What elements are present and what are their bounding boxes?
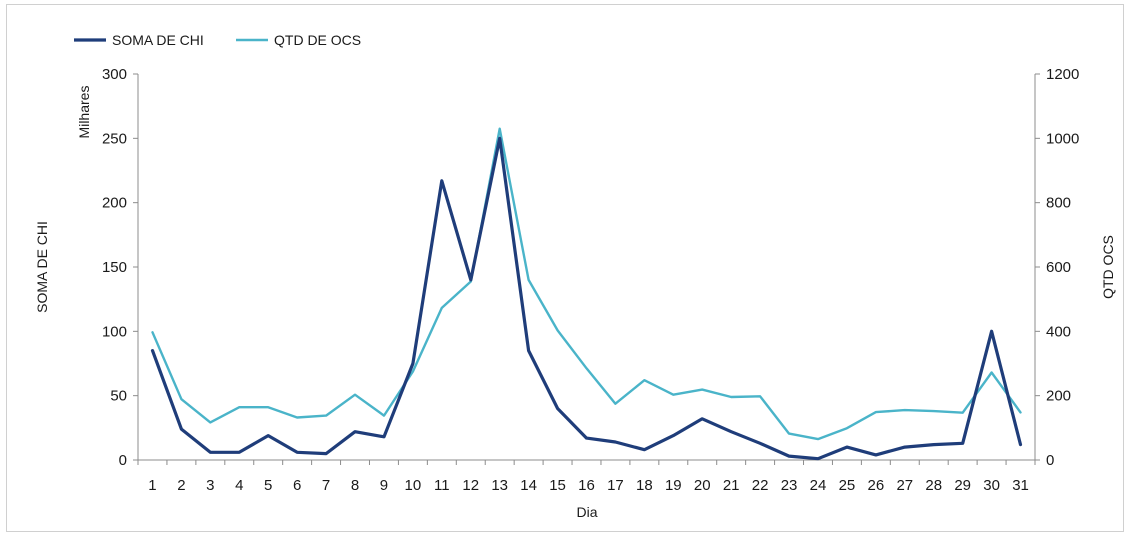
x-tick-label: 31	[1012, 477, 1029, 494]
x-tick-label: 10	[405, 477, 422, 494]
y-tick-label: 200	[102, 195, 127, 212]
y-tick-label: 50	[110, 388, 127, 405]
x-axis-title: Dia	[576, 504, 597, 520]
plot-area: 0 50 100 150 200 250 300 0 200 400 600 800 1000 1200 1…	[102, 66, 1079, 494]
x-tick-label: 20	[694, 477, 711, 494]
y-tick-label: 0	[119, 452, 127, 469]
x-tick-label: 2	[177, 477, 185, 494]
x-tick-label: 15	[549, 477, 566, 494]
x-tick-label: 7	[322, 477, 330, 494]
y2-axis-title: QTD OCS	[1100, 235, 1116, 299]
series-line-soma-de-chi	[150, 136, 1023, 461]
x-tick-label: 1	[148, 477, 156, 494]
x-tick-label: 9	[380, 477, 388, 494]
x-tick-label: 18	[636, 477, 653, 494]
x-tick-label: 14	[520, 477, 537, 494]
y2-tick-label: 200	[1046, 388, 1071, 405]
x-tick-label: 22	[752, 477, 769, 494]
legend: SOMA DE CHI QTD DE OCS	[74, 32, 361, 48]
y2-tick-label: 0	[1046, 452, 1054, 469]
x-tick-label: 19	[665, 477, 682, 494]
y-tick-label: 250	[102, 130, 127, 147]
y2-tick-label: 800	[1046, 195, 1071, 212]
x-tick-label: 11	[434, 477, 450, 494]
x-tick-label: 24	[810, 477, 827, 494]
x-tick-label: 30	[983, 477, 1000, 494]
y2-tick-label: 600	[1046, 259, 1071, 276]
x-tick-label: 27	[896, 477, 913, 494]
y-axis-title: SOMA DE CHI	[34, 221, 50, 313]
x-tick-label: 4	[235, 477, 243, 494]
x-tick-label: 28	[925, 477, 942, 494]
x-tick-label: 23	[781, 477, 798, 494]
x-tick-label: 3	[206, 477, 214, 494]
x-tick-label: 17	[607, 477, 624, 494]
x-tick-label: 8	[351, 477, 359, 494]
y-axis-units-label: Milhares	[76, 86, 92, 139]
y-tick-label: 100	[102, 323, 127, 340]
y-tick-label: 150	[102, 259, 127, 276]
y2-tick-label: 1000	[1046, 130, 1079, 147]
x-tick-label: 13	[491, 477, 508, 494]
legend-label-soma-de-chi: SOMA DE CHI	[112, 32, 204, 48]
x-tick-label: 25	[839, 477, 856, 494]
y2-tick-label: 400	[1046, 323, 1071, 340]
x-tick-label: 6	[293, 477, 301, 494]
x-tick-label: 12	[462, 477, 479, 494]
y-tick-label: 300	[102, 66, 127, 83]
x-tick-label: 16	[578, 477, 595, 494]
legend-label-qtd-de-ocs: QTD DE OCS	[274, 32, 361, 48]
x-tick-label: 5	[264, 477, 272, 494]
x-tick-label: 29	[954, 477, 971, 494]
x-tick-label: 26	[868, 477, 885, 494]
series-line-qtd-de-ocs	[151, 127, 1022, 441]
x-tick-label: 21	[723, 477, 740, 494]
y2-tick-label: 1200	[1046, 66, 1079, 83]
